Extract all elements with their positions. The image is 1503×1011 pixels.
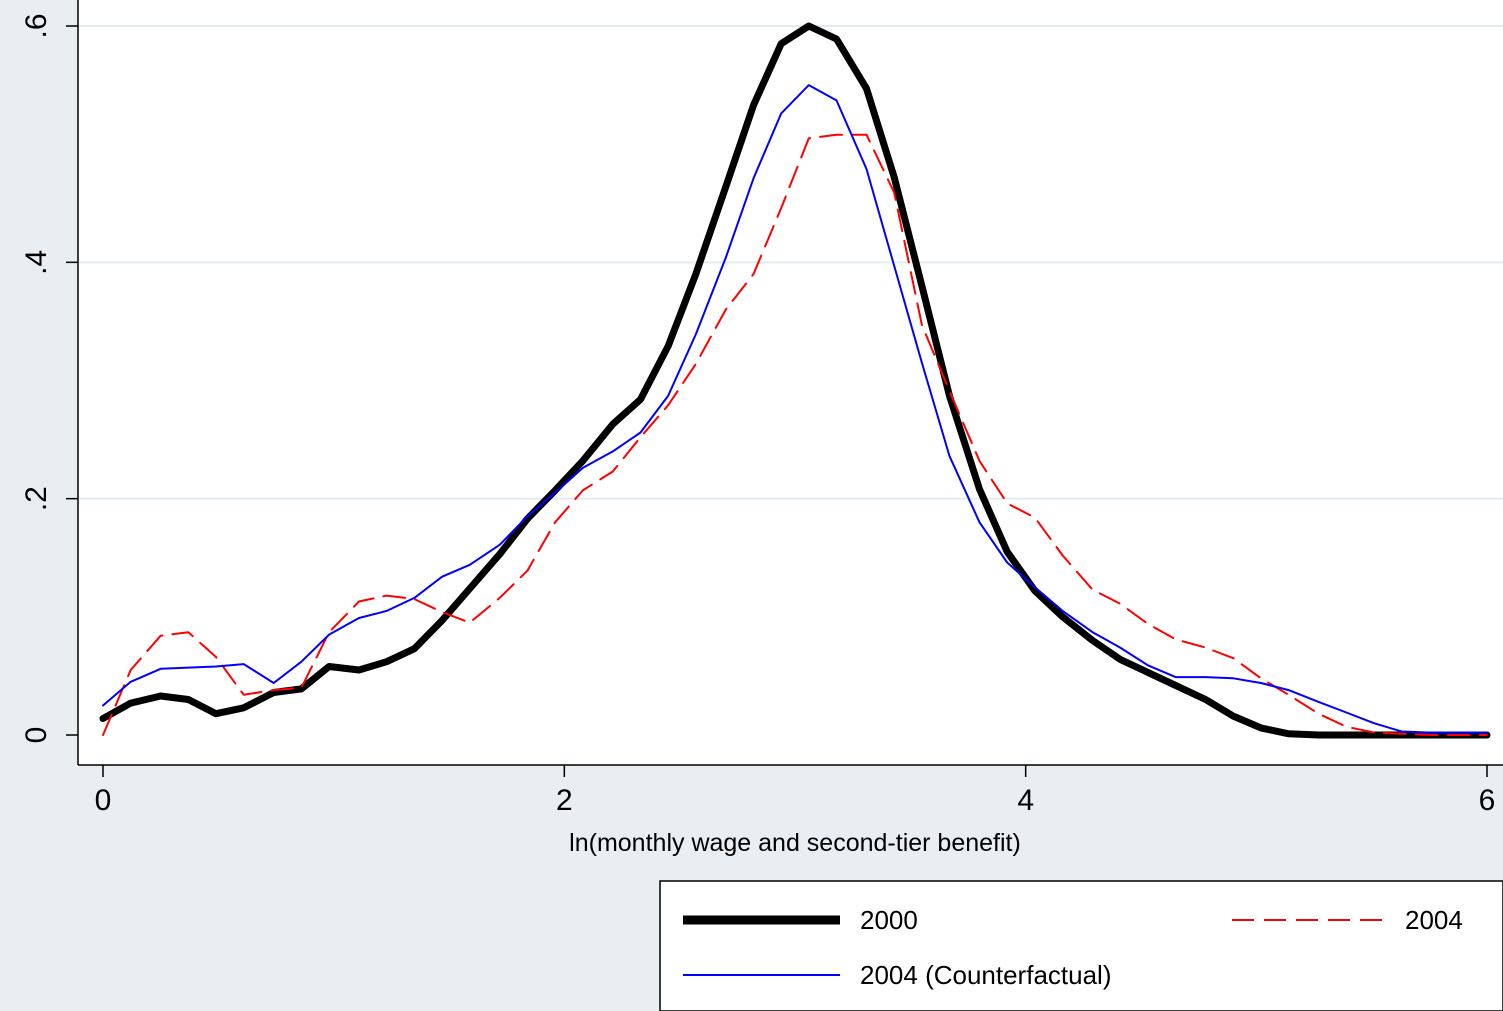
series-line-2004 [102, 133, 1488, 736]
legend: 2000 2004 2004 (Counterfactual) [659, 880, 1503, 1011]
plot-area [78, 0, 1503, 765]
x-tick-label: 0 [95, 784, 112, 817]
grid-layer [79, 25, 1503, 500]
x-axis-title: ln(monthly wage and second-tier benefit) [569, 829, 1021, 857]
x-tick-label: 4 [1017, 784, 1034, 817]
legend-box [659, 880, 1503, 1011]
y-tick-label: .2 [20, 486, 53, 511]
legend-label-2004: 2004 [1405, 905, 1463, 935]
x-tick-label: 6 [1479, 784, 1496, 817]
legend-label-2004-counterfactual: 2004 (Counterfactual) [860, 960, 1111, 990]
legend-label-2000: 2000 [860, 905, 918, 935]
y-tick-label: 0 [20, 727, 53, 744]
y-tick-label: .4 [20, 250, 53, 275]
axis-layer: 0 .2 .4 .6 0 2 4 6 [20, 0, 1503, 817]
y-tick-label: .6 [20, 13, 53, 38]
series-layer [99, 22, 1491, 739]
series-line-2004-counterfactual [102, 84, 1488, 734]
x-tick-label: 2 [556, 784, 573, 817]
series-line-2000 [99, 22, 1491, 739]
